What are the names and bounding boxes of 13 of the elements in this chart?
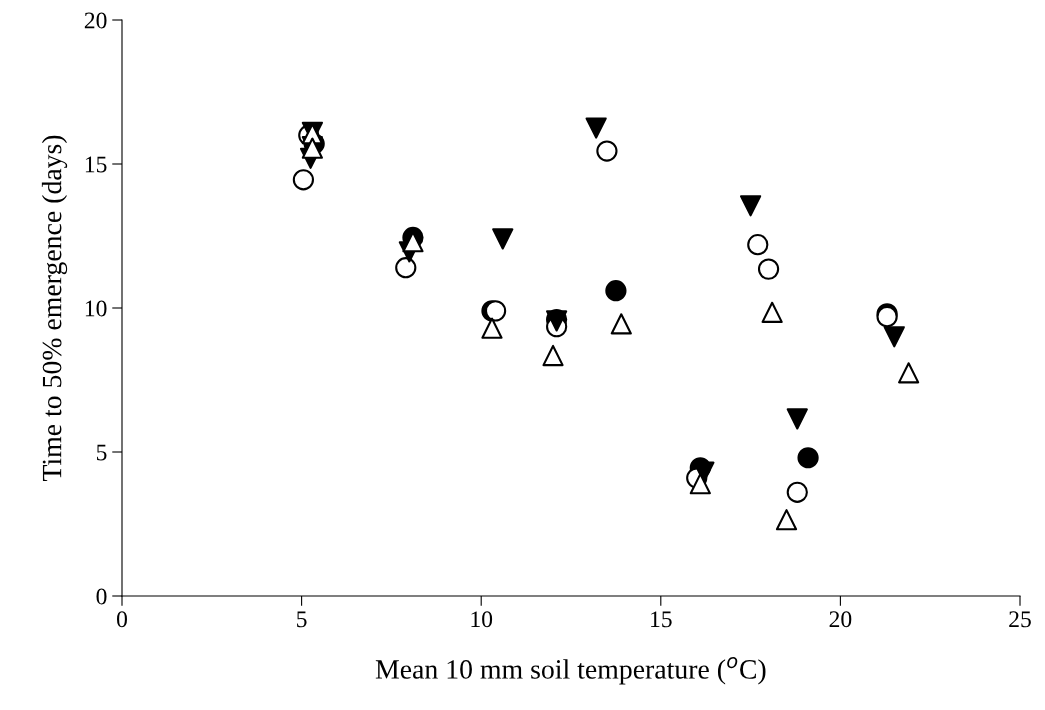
y-tick-label: 0 [96, 588, 107, 605]
x-axis-title: Mean 10 mm soil temperature ($^{o}$C) [375, 657, 766, 685]
x-tick-label: 10 [471, 611, 493, 628]
x-tick-label: 5 [297, 611, 307, 628]
y-tick-label: 10 [85, 300, 107, 317]
y-tick-label: 20 [84, 12, 107, 29]
x-tick-label: 20 [829, 611, 852, 628]
y-tick-label: 15 [85, 156, 107, 173]
x-tick-label: 15 [651, 611, 672, 628]
x-tick-label: 25 [1009, 611, 1031, 628]
y-tick-label: 5 [96, 444, 107, 461]
x-tick-label: 0 [117, 611, 127, 628]
y-axis-title: Time to 50% emergence (days) [41, 135, 68, 482]
